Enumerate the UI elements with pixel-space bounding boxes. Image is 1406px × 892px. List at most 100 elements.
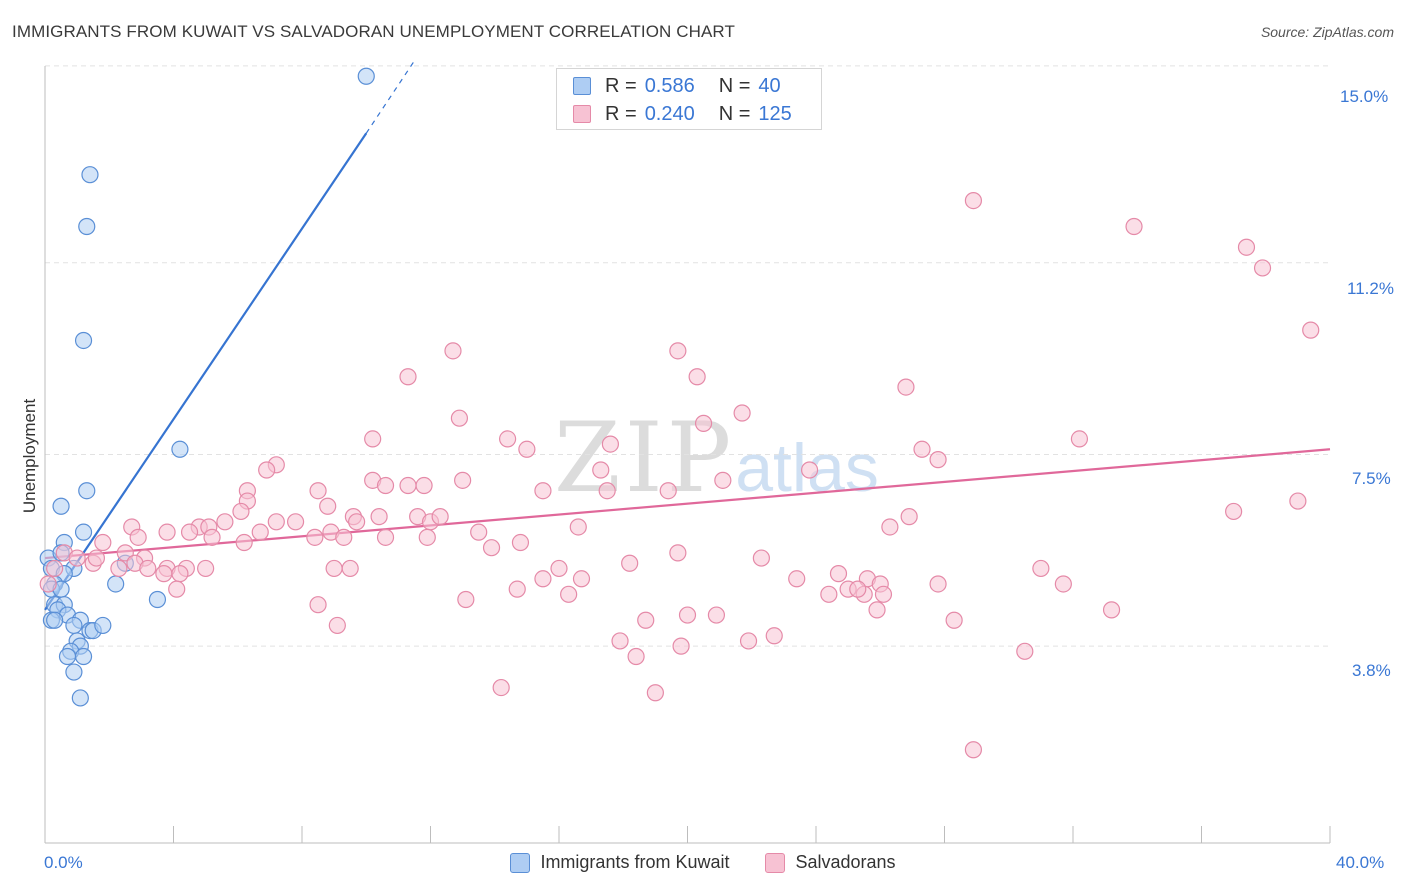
kuwait-point bbox=[94, 616, 112, 635]
salvadoran-point bbox=[621, 554, 639, 572]
salvadoran-point bbox=[707, 606, 726, 624]
salvadoran-point bbox=[158, 523, 176, 541]
salvadoran-point bbox=[788, 570, 806, 588]
legend-r-value: 0.586 bbox=[644, 74, 695, 97]
salvadoran-point bbox=[508, 580, 526, 598]
salvadoran-point bbox=[929, 451, 947, 469]
salvadoran-point bbox=[94, 533, 112, 552]
kuwait-trendline bbox=[44, 132, 368, 611]
salvadoran-point bbox=[611, 632, 629, 650]
legend-row-salvadorans: R = 0.240 N = 125 bbox=[573, 101, 792, 127]
legend-label-kuwait: Immigrants from Kuwait bbox=[540, 852, 730, 872]
kuwait-point bbox=[46, 611, 64, 629]
salvadoran-point bbox=[733, 404, 751, 422]
salvadoran-point bbox=[492, 678, 510, 697]
salvadoran-point bbox=[216, 513, 234, 531]
salvadoran-point bbox=[46, 559, 64, 578]
salvadoran-point bbox=[399, 368, 417, 386]
salvadoran-point bbox=[1237, 238, 1256, 256]
salvadoran-point bbox=[881, 518, 899, 536]
salvadoran-point bbox=[258, 461, 276, 479]
salvadoran-point bbox=[1070, 430, 1089, 448]
salvadoran-point bbox=[1032, 559, 1050, 578]
salvadoran-point bbox=[627, 647, 645, 666]
salvadoran-point bbox=[569, 518, 587, 536]
legend-item-salvadorans[interactable]: Salvadorans bbox=[765, 852, 896, 873]
kuwait-point bbox=[107, 575, 125, 593]
salvadoran-point bbox=[482, 539, 501, 557]
salvadoran-point bbox=[1102, 601, 1121, 619]
salvadoran-point bbox=[868, 601, 886, 619]
salvadoran-point bbox=[454, 471, 472, 489]
salvadoran-point bbox=[364, 430, 382, 448]
kuwait-point bbox=[74, 331, 93, 350]
y-tick-label-15: 15.0% bbox=[1340, 87, 1389, 106]
salvadoran-point bbox=[370, 508, 388, 526]
x-tick-label-min: 0.0% bbox=[44, 853, 83, 872]
trend-layer bbox=[44, 60, 1331, 611]
legend-row-kuwait: R = 0.586 N = 40 bbox=[573, 73, 781, 99]
salvadoran-point bbox=[39, 575, 57, 593]
grid-layer bbox=[45, 65, 1330, 647]
salvadoran-point bbox=[534, 482, 552, 500]
salvadoran-point bbox=[319, 497, 337, 515]
salvadoran-point bbox=[1289, 492, 1307, 510]
salvadoran-point bbox=[929, 575, 947, 593]
salvadoran-point bbox=[1225, 502, 1243, 521]
salvadoran-point bbox=[180, 523, 199, 541]
salvadoran-point bbox=[964, 192, 983, 210]
salvadoran-point bbox=[739, 632, 758, 650]
chart-title: IMMIGRANTS FROM KUWAIT VS SALVADORAN UNE… bbox=[12, 22, 735, 41]
legend-swatch-salvadorans bbox=[573, 105, 591, 123]
salvadoran-point bbox=[678, 606, 697, 624]
legend-r-label: R = bbox=[605, 74, 637, 97]
salvadoran-point bbox=[829, 565, 848, 583]
salvadoran-point bbox=[1016, 642, 1034, 660]
salvadoran-point bbox=[309, 596, 327, 614]
salvadoran-point bbox=[945, 611, 963, 629]
salvadoran-point bbox=[900, 508, 918, 526]
legend-item-kuwait[interactable]: Immigrants from Kuwait bbox=[510, 852, 729, 873]
kuwait-point bbox=[58, 647, 77, 666]
salvadoran-point bbox=[68, 549, 86, 567]
salvadoran-point bbox=[518, 440, 536, 458]
salvadoran-point bbox=[399, 476, 417, 495]
salvadoran-point bbox=[560, 585, 578, 603]
salvadoran-point bbox=[306, 528, 324, 546]
salvadoran-point bbox=[714, 471, 732, 489]
salvadoran-point bbox=[415, 476, 433, 495]
kuwait-point bbox=[65, 663, 83, 681]
kuwait-point bbox=[71, 689, 89, 707]
salvadoran-point bbox=[341, 559, 359, 578]
salvadoran-point bbox=[752, 549, 770, 567]
series-legend: Immigrants from Kuwait Salvadorans bbox=[0, 852, 1406, 873]
kuwait-point bbox=[357, 67, 375, 85]
kuwait-point bbox=[81, 166, 99, 184]
salvadoran-point bbox=[203, 528, 221, 546]
salvadoran-point bbox=[572, 570, 591, 588]
salvadoran-point bbox=[913, 440, 931, 458]
legend-swatch-kuwait bbox=[510, 852, 531, 873]
salvadoran-point bbox=[110, 559, 128, 578]
salvadoran-point bbox=[232, 502, 250, 521]
salvadoran-point bbox=[499, 430, 517, 448]
salvadoran-point bbox=[897, 378, 915, 396]
y-axis-title: Unemployment bbox=[20, 398, 39, 514]
salvadoran-point bbox=[168, 580, 186, 598]
salvadoran-point bbox=[450, 409, 469, 427]
salvadoran-point bbox=[800, 461, 819, 479]
salvadoran-point bbox=[139, 559, 157, 578]
salvadoran-point bbox=[431, 508, 449, 526]
salvadoran-point bbox=[328, 616, 346, 635]
salvadoran-point bbox=[849, 580, 867, 598]
salvadoran-point bbox=[592, 461, 610, 479]
salvadoran-point bbox=[309, 482, 327, 500]
legend-swatch-salvadorans bbox=[765, 852, 786, 873]
salvadoran-point bbox=[964, 741, 983, 759]
salvadoran-point bbox=[335, 528, 353, 546]
kuwait-point bbox=[78, 482, 96, 500]
correlation-legend: R = 0.586 N = 40 R = 0.240 N = 125 bbox=[556, 68, 822, 130]
kuwait-point bbox=[52, 497, 70, 515]
y-tick-label-7: 7.5% bbox=[1352, 469, 1391, 488]
